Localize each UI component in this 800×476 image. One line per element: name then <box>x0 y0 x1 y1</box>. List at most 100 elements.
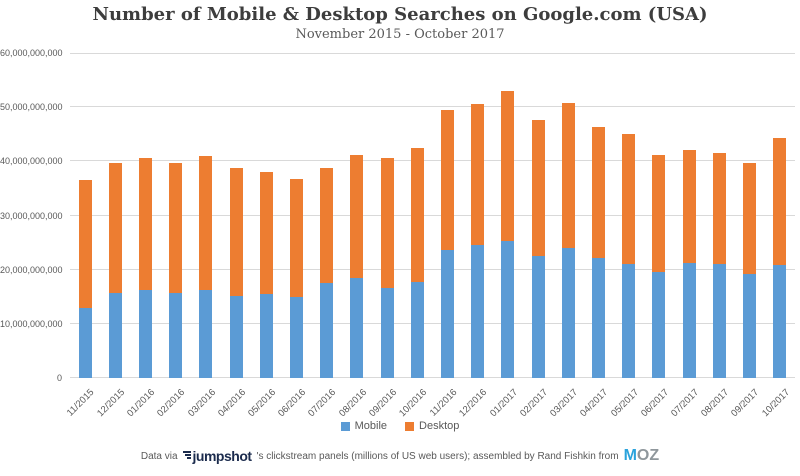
bar-slot-03/2017 <box>553 53 583 378</box>
stacked-bar-04/2017 <box>592 126 606 378</box>
stacked-bar-07/2017 <box>682 149 696 378</box>
bar-slot-07/2017 <box>674 53 704 378</box>
footer-attribution: Data via jumpshot 's clickstream panels … <box>0 448 800 464</box>
y-tick-label: 60,000,000,000 <box>0 48 63 58</box>
bar-segment-mobile-08/2016 <box>350 277 364 378</box>
bar-segment-desktop-05/2017 <box>622 134 636 265</box>
x-tick-label: 04/2016 <box>215 387 248 420</box>
bar-segment-mobile-02/2016 <box>169 293 183 378</box>
stacked-bar-08/2016 <box>350 154 364 378</box>
x-tick-label: 08/2016 <box>336 387 369 420</box>
x-axis: 11/2015 12/2015 01/2016 02/2016 03/2016 04/20… <box>65 383 795 421</box>
x-tick-label: 06/2016 <box>276 387 309 420</box>
x-tick-label: 10/2017 <box>759 387 792 420</box>
bar-slot-02/2017 <box>523 53 553 378</box>
bar-segment-mobile-09/2016 <box>380 288 394 378</box>
legend-item-mobile: Mobile <box>340 420 388 432</box>
gridline <box>70 214 795 216</box>
legend-item-desktop: Desktop <box>405 420 459 432</box>
bar-segment-desktop-06/2017 <box>652 154 666 272</box>
x-tick-label: 03/2016 <box>185 387 218 420</box>
stacked-bar-03/2016 <box>199 155 213 378</box>
bars-container <box>70 53 795 378</box>
bar-slot-08/2017 <box>704 53 734 378</box>
bar-segment-mobile-07/2017 <box>682 263 696 378</box>
bar-slot-01/2017 <box>493 53 523 378</box>
bar-segment-desktop-04/2016 <box>229 167 243 296</box>
bar-slot-10/2017 <box>765 53 795 378</box>
stacked-bar-10/2017 <box>773 137 787 378</box>
bar-slot-03/2016 <box>191 53 221 378</box>
bar-segment-mobile-10/2016 <box>410 282 424 378</box>
bar-slot-06/2017 <box>644 53 674 378</box>
bar-slot-11/2015 <box>70 53 100 378</box>
bar-segment-desktop-04/2017 <box>592 126 606 258</box>
bar-segment-mobile-12/2016 <box>471 244 485 378</box>
stacked-bar-09/2016 <box>380 158 394 378</box>
bar-segment-mobile-01/2017 <box>501 241 515 378</box>
y-axis: 0 10,000,000,000 20,000,000,000 30,000,000,… <box>0 48 63 383</box>
bar-segment-mobile-11/2016 <box>441 250 455 378</box>
stacked-bar-03/2017 <box>561 102 575 378</box>
stacked-bar-06/2016 <box>290 179 304 378</box>
bar-slot-12/2015 <box>100 53 130 378</box>
bar-segment-desktop-02/2017 <box>531 119 545 257</box>
legend-label-mobile: Mobile <box>354 420 388 432</box>
jumpshot-logo-text: jumpshot <box>192 448 253 464</box>
stacked-bar-01/2017 <box>501 91 515 378</box>
gridline <box>70 106 795 108</box>
bar-segment-mobile-01/2016 <box>139 289 152 378</box>
bar-segment-mobile-11/2015 <box>78 307 92 378</box>
bar-segment-mobile-05/2016 <box>259 294 273 378</box>
x-tick-label: 11/2016 <box>427 387 460 419</box>
bar-slot-09/2017 <box>734 53 764 378</box>
x-tick-label: 09/2017 <box>729 387 762 420</box>
chart-subtitle: November 2015 - October 2017 <box>295 27 505 42</box>
bar-segment-desktop-03/2016 <box>199 155 213 290</box>
bar-segment-mobile-06/2017 <box>652 271 666 378</box>
x-tick-label: 06/2017 <box>638 387 671 420</box>
x-tick-label: 01/2016 <box>125 387 158 420</box>
bar-segment-desktop-09/2017 <box>743 162 757 274</box>
x-tick-label: 03/2017 <box>548 387 581 420</box>
bar-segment-desktop-07/2017 <box>682 149 696 264</box>
gridline <box>70 377 795 378</box>
chart-header: Number of Mobile & Desktop Searches on G… <box>0 5 800 43</box>
bar-slot-06/2016 <box>281 53 311 378</box>
y-tick-label: 10,000,000,000 <box>0 318 63 329</box>
moz-logo-m: M <box>623 447 637 464</box>
stacked-bar-07/2016 <box>320 167 334 378</box>
bar-segment-desktop-06/2016 <box>290 179 304 297</box>
plot-area <box>70 53 795 378</box>
x-tick-label: 02/2016 <box>155 387 188 420</box>
footer-prefix: Data via <box>140 450 178 462</box>
desktop-swatch-icon <box>405 421 415 431</box>
bar-segment-mobile-04/2016 <box>229 295 243 378</box>
bar-segment-mobile-04/2017 <box>592 257 606 378</box>
bar-segment-mobile-09/2017 <box>743 273 757 378</box>
bar-slot-01/2016 <box>130 53 160 378</box>
stacked-bar-05/2016 <box>259 172 273 378</box>
bar-segment-desktop-05/2016 <box>259 172 273 294</box>
x-tick-label: 12/2016 <box>457 387 490 420</box>
x-tick-label: 02/2017 <box>517 387 551 420</box>
stacked-bar-12/2016 <box>471 103 485 378</box>
moz-logo-oz: OZ <box>636 447 660 464</box>
stacked-bar-01/2016 <box>139 158 152 378</box>
bar-slot-12/2016 <box>463 53 493 378</box>
gridline <box>70 160 795 162</box>
bar-segment-mobile-06/2016 <box>290 296 304 378</box>
bar-segment-desktop-07/2016 <box>320 167 334 284</box>
chart-title: Number of Mobile & Desktop Searches on G… <box>92 4 708 25</box>
bar-segment-desktop-11/2016 <box>441 110 455 251</box>
y-tick-label: 40,000,000,000 <box>0 156 63 167</box>
gridline <box>70 268 795 270</box>
bar-segment-desktop-12/2016 <box>471 103 485 245</box>
x-tick-label: 07/2017 <box>668 387 702 420</box>
x-tick-label: 05/2017 <box>608 387 641 420</box>
legend: Mobile Desktop <box>0 420 800 432</box>
stacked-bar-05/2017 <box>622 134 636 378</box>
bar-slot-04/2017 <box>583 53 613 378</box>
stacked-bar-11/2015 <box>78 179 92 378</box>
